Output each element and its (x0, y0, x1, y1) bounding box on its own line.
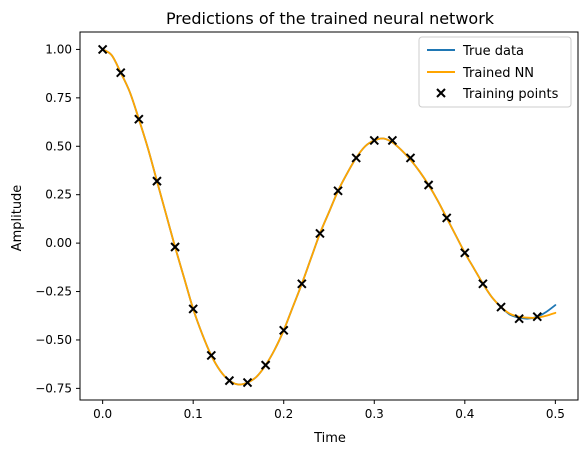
y-axis-label: Amplitude (10, 185, 25, 252)
training-point (116, 67, 126, 78)
training-point (496, 302, 506, 312)
legend-marker-training-points (436, 88, 446, 98)
training-point (242, 377, 253, 388)
training-point (188, 304, 198, 314)
training-point (315, 228, 325, 239)
y-tick-label: 0.25 (45, 188, 72, 202)
training-point (152, 176, 162, 186)
y-tick-label: −0.25 (35, 285, 72, 299)
x-tick-label: 0.0 (93, 407, 112, 421)
training-point (134, 114, 144, 124)
training-point (224, 375, 235, 386)
training-point (532, 312, 542, 322)
x-tick-label: 0.1 (184, 407, 203, 421)
series-line-trained-nn (101, 48, 557, 386)
training-point (351, 153, 361, 163)
training-point (423, 180, 434, 190)
y-tick-label: 0.50 (45, 139, 72, 153)
y-tick-label: 1.00 (45, 42, 72, 56)
training-point (442, 213, 452, 223)
legend-label-training-points: Training points (462, 87, 559, 102)
chart-title: Predictions of the trained neural networ… (166, 9, 495, 28)
training-point (97, 44, 108, 55)
legend-label-true-data: True data (462, 44, 524, 59)
y-axis: 1.00 0.75 0.50 0.25 0.00 −0.25 −0.50 −0.75 (35, 42, 80, 395)
training-point (333, 186, 343, 196)
x-tick-label: 0.3 (365, 407, 384, 421)
training-point (297, 279, 307, 289)
y-tick-label: 0.00 (45, 236, 72, 250)
series-layer (97, 44, 557, 388)
training-point (369, 135, 379, 146)
training-point (387, 135, 398, 146)
legend-label-trained-nn: Trained NN (462, 66, 534, 81)
y-tick-label: −0.75 (35, 381, 72, 395)
training-point (170, 242, 180, 252)
training-point (260, 360, 271, 370)
training-point (206, 350, 216, 361)
legend: True data Trained NN Training points (418, 36, 572, 108)
y-tick-label: 0.75 (45, 91, 72, 105)
x-tick-label: 0.2 (274, 407, 293, 421)
training-point (405, 153, 416, 163)
legend-frame (418, 36, 572, 108)
training-point (478, 279, 488, 289)
y-tick-label: −0.50 (35, 333, 72, 347)
training-point (460, 248, 470, 258)
training-point (514, 313, 524, 324)
x-axis-label: Time (313, 431, 346, 446)
training-point (279, 325, 289, 335)
x-tick-label: 0.5 (546, 407, 565, 421)
x-tick-label: 0.4 (455, 407, 474, 421)
x-axis: 0.0 0.1 0.2 0.3 0.4 0.5 (93, 400, 565, 421)
